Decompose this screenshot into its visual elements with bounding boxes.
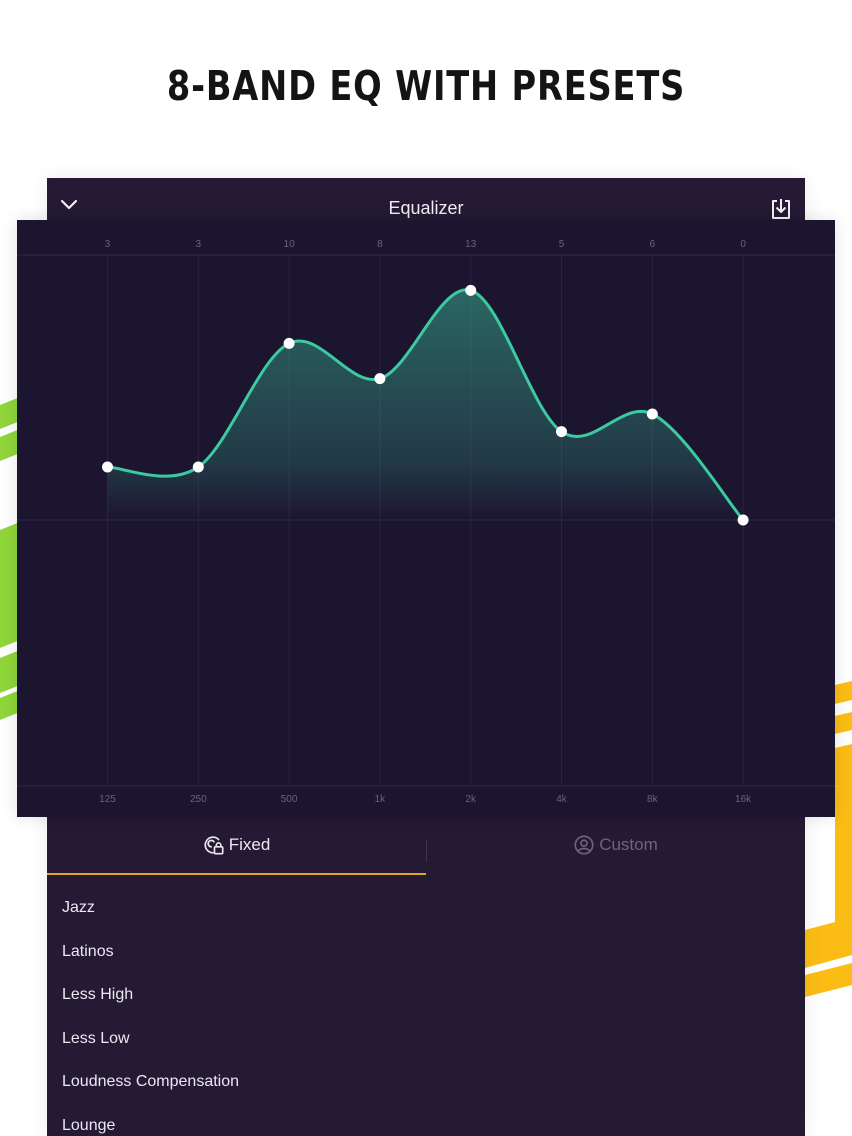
band-handle-125[interactable] [102,461,113,473]
band-handle-8k[interactable] [646,408,658,420]
lock-icon [204,836,224,855]
tab-custom[interactable]: Custom [426,816,805,874]
chevron-down-icon[interactable] [60,198,78,210]
band-gain-label: 5 [559,239,565,250]
band-gain-label: 10 [284,239,296,250]
download-icon[interactable] [769,197,793,221]
band-gain-label: 0 [740,239,746,250]
eq-curve-line [106,288,745,522]
band-handle-2k[interactable] [465,284,477,296]
band-frequency-label: 4k [556,794,568,805]
band-frequency-label: 16k [735,794,752,805]
tab-divider [426,840,427,862]
band-gain-label: 3 [105,239,111,250]
band-gain-label: 13 [465,239,477,250]
band-handle-16k[interactable] [737,514,749,526]
band-gain-label: 3 [196,239,202,250]
preset-item-less-high[interactable]: Less High [62,986,134,1003]
band-handle-1k[interactable] [374,373,386,385]
user-icon [574,835,594,855]
band-handle-500[interactable] [283,337,295,349]
page-headline: 8-BAND EQ WITH PRESETS [166,62,686,110]
preset-tabs: Fixed Custom [47,816,805,874]
eq-curve-fill [107,289,744,520]
tab-fixed[interactable]: Fixed [47,816,426,874]
band-frequency-label: 1k [375,794,387,805]
band-handle-4k[interactable] [556,426,567,438]
screen-title: Equalizer [388,198,464,218]
band-frequency-label: 8k [647,794,659,805]
band-frequency-label: 250 [190,794,207,805]
preset-item-jazz[interactable]: Jazz [62,899,95,916]
tab-fixed-label: Fixed [228,835,271,854]
eq-chart: 3 125 3 250 10 500 8 1k 13 2k 5 4k 6 8k 0 16k [17,239,835,805]
top-bar: Equalizer [47,178,805,220]
preset-item-latinos[interactable]: Latinos [62,942,114,960]
band-frequency-label: 125 [99,794,116,805]
preset-item-lounge[interactable]: Lounge [62,1116,116,1134]
preset-list: Jazz Latinos Less High Less Low Loudness… [47,886,805,1136]
band-frequency-label: 500 [281,794,298,805]
band-frequency-label: 2k [465,794,477,805]
preset-item-loudness-compensation[interactable]: Loudness Compensation [62,1073,240,1090]
tab-custom-label: Custom [599,835,658,854]
preset-item-less-low[interactable]: Less Low [62,1029,130,1047]
eq-graph: 3 125 3 250 10 500 8 1k 13 2k 5 4k 6 8k 0 16k [17,220,835,817]
band-gain-label: 6 [650,239,656,250]
active-tab-indicator [47,873,426,875]
band-gain-label: 8 [377,239,383,250]
band-handle-250[interactable] [192,461,204,473]
